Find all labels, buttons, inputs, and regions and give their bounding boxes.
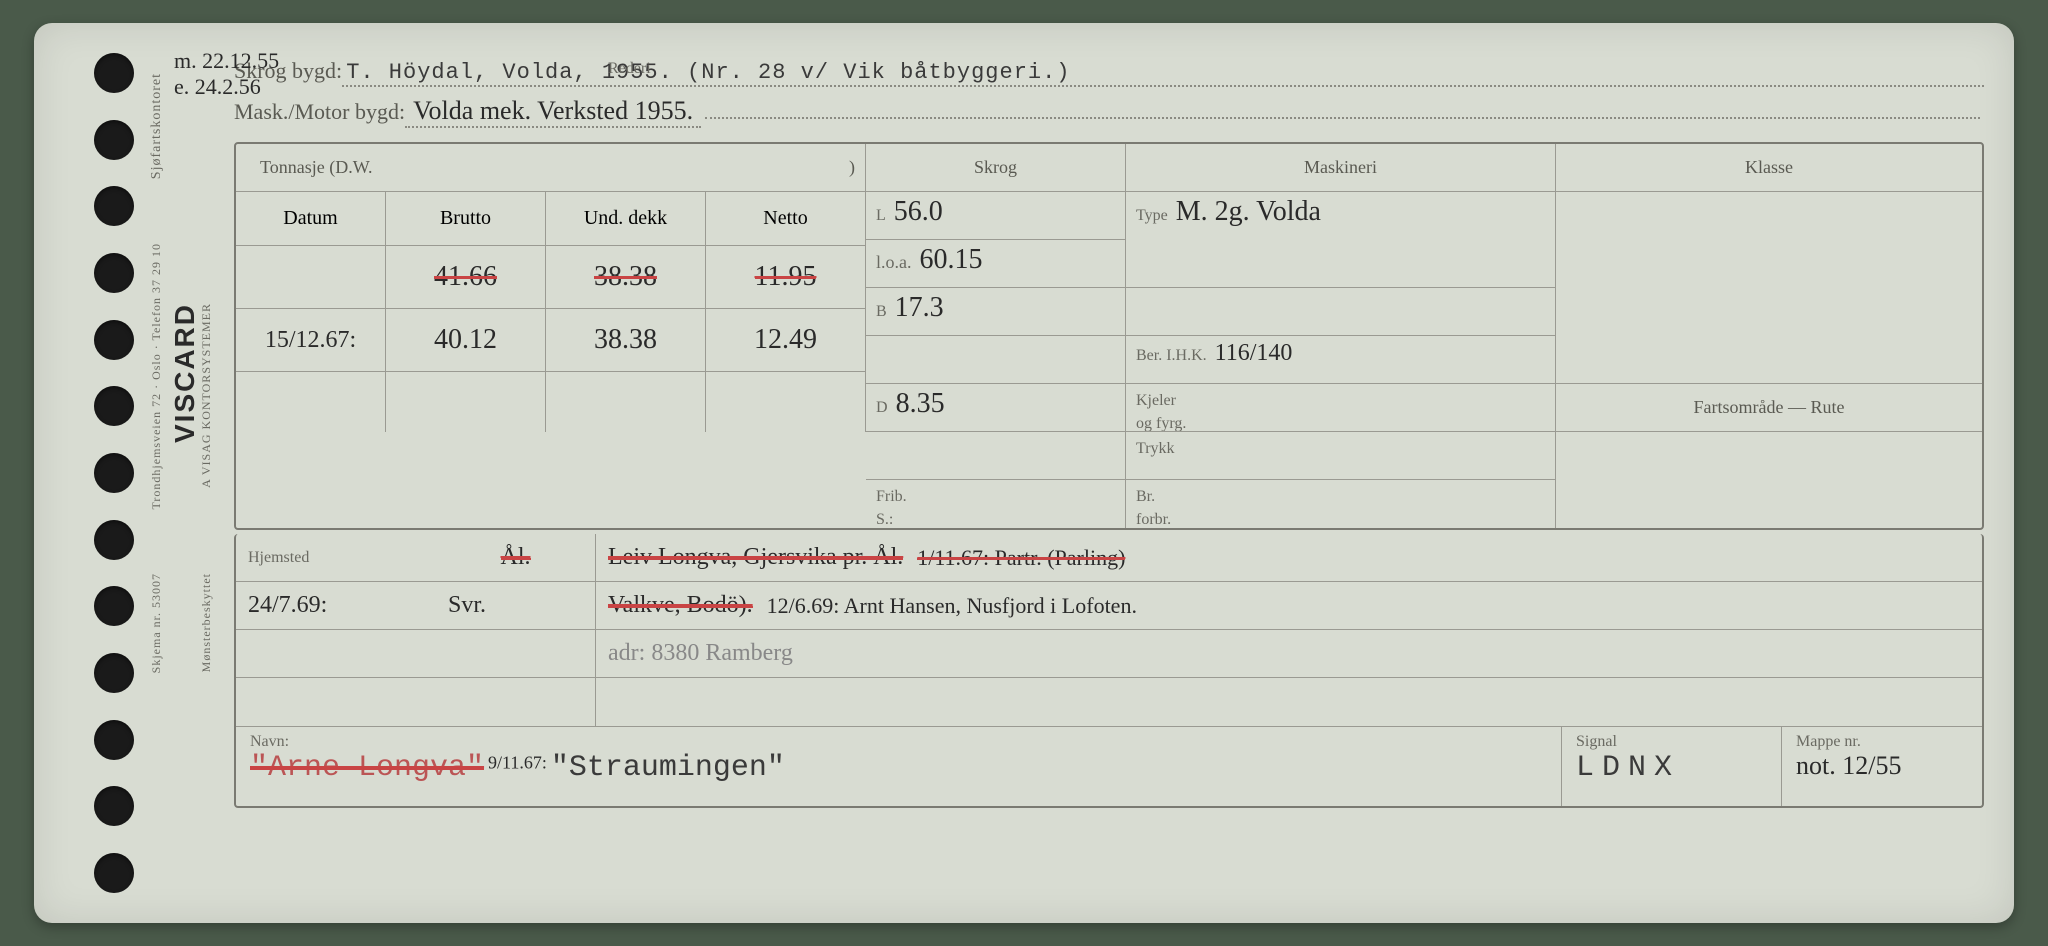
t-r2-und: 38.38 [594, 324, 657, 356]
t-r1-brutto: 41.66 [434, 261, 497, 293]
hjem-r2-extra: 12/6.69: Arnt Hansen, Nusfjord i Lofoten… [767, 593, 1137, 619]
top-notes: m. 22.12.55 e. 24.2.56 [174, 48, 279, 100]
mask-ber: 116/140 [1215, 340, 1293, 366]
index-card: Sjøfartskontoret VISCARD A VISAG KONTORS… [34, 23, 2014, 923]
navn-struck: "Arne Longva" [250, 751, 484, 785]
skrog-B: 17.3 [895, 292, 944, 323]
hjem-r2-date: 24/7.69: [248, 592, 327, 619]
klasse-header: Klasse [1556, 144, 1982, 192]
note-2: e. 24.2.56 [174, 74, 279, 100]
side-sjofart: Sjøfartskontoret [149, 73, 165, 179]
signal-label: Signal [1576, 733, 1767, 751]
mappe-value: not. 12/55 [1796, 751, 1901, 780]
col-datum: Datum [236, 192, 386, 246]
t-r1-und: 38.38 [594, 261, 657, 293]
side-viscard: VISCARD [169, 303, 201, 443]
mask-label: Mask./Motor bygd: [234, 99, 405, 125]
hjemsted-section: Hjemsted Ål. Rederi Leiv Longva, Gjersvi… [234, 534, 1984, 808]
maskineri-header: Maskineri [1126, 144, 1556, 192]
signal-value: LDNX [1576, 751, 1680, 785]
hjemsted-label: Hjemsted [248, 549, 309, 567]
kjeler-label: Kjeler og fyrg. [1136, 392, 1186, 432]
hjem-r1-sted: Ål. [501, 544, 531, 571]
side-addr: Trondhjemsveien 72 · Oslo · Telefon 37 2… [149, 243, 164, 509]
col-brutto: Brutto [386, 192, 546, 246]
navn-current: "Straumingen" [551, 751, 785, 785]
binder-holes [94, 53, 134, 893]
trykk-label: Trykk [1136, 440, 1175, 457]
skrog-header: Skrog [866, 144, 1126, 192]
hjem-r1-extra: 1/11.67: Partr. (Parling) [917, 545, 1125, 571]
skrog-L: 56.0 [894, 196, 943, 227]
hjem-r1-rederi: Leiv Longva, Gjersvika pr. Ål. [608, 544, 903, 571]
fart-label: Fartsområde — Rute [1556, 384, 1982, 432]
mappe-label: Mappe nr. [1796, 733, 1968, 751]
side-skjema: Skjema nr. 53007 [149, 573, 164, 673]
hjem-r2-rederi: Valkve, Bodö). [608, 592, 753, 619]
skrog-loa: 60.15 [920, 244, 983, 275]
main-table: Tonnasje (D.W.) Skrog Maskineri Klasse D… [234, 142, 1984, 530]
hjem-r2-sted: Svr. [448, 592, 486, 619]
side-visag: A VISAG KONTORSYSTEMER [199, 303, 214, 488]
mask-type: M. 2g. Volda [1176, 196, 1321, 227]
frib-label: Frib. S.: [876, 488, 907, 528]
navn-label: Navn: [250, 733, 1547, 751]
t-r2-brutto: 40.12 [434, 324, 497, 356]
br-label: Br. forbr. [1136, 488, 1171, 528]
t-r1-netto: 11.95 [755, 261, 817, 293]
col-und: Und. dekk [546, 192, 706, 246]
navn-date: 9/11.67: [488, 753, 547, 773]
t-r1-datum [236, 246, 386, 309]
mask-value: Volda mek. Verksted 1955. [405, 96, 701, 128]
side-monster: Mønsterbeskyttet [199, 573, 214, 672]
col-netto: Netto [706, 192, 866, 246]
t-r2-netto: 12.49 [754, 324, 817, 356]
skrog-D: 8.35 [896, 388, 945, 419]
t-r2-datum: 15/12.67: [265, 327, 356, 354]
skrog-value: T. Höydal, Volda, 1955. (Nr. 28 v/ Vik b… [342, 60, 1984, 87]
note-1: m. 22.12.55 [174, 48, 279, 74]
hjem-r3-rederi: adr: 8380 Ramberg [608, 640, 793, 667]
tonnasje-header: Tonnasje (D.W.) [236, 144, 866, 192]
